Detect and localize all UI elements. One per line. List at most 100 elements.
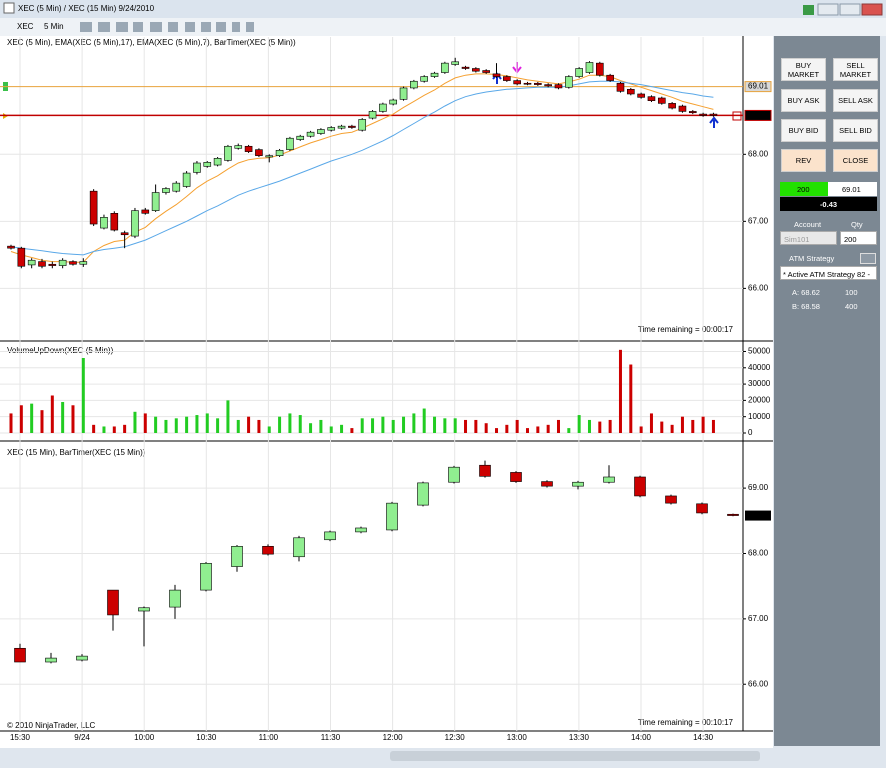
y-tick-label: 69.00 <box>748 483 769 492</box>
candle-body <box>182 172 191 187</box>
volume-bar <box>61 402 65 433</box>
y-tick-label: 66.00 <box>748 679 769 688</box>
candle-body <box>48 263 57 266</box>
price-label: 68.58 <box>748 511 769 520</box>
link-button[interactable] <box>803 5 814 15</box>
atm-selector[interactable]: * Active ATM Strategy 82 - <box>780 266 877 280</box>
reverse-button[interactable]: REV <box>781 149 826 172</box>
instrument-selector[interactable]: XEC <box>17 22 34 31</box>
candle-body <box>709 113 718 116</box>
volume-bar <box>257 419 261 433</box>
sell-bid-button[interactable]: SELL BID <box>833 119 878 142</box>
volume-bar <box>40 410 44 433</box>
volume-bar <box>691 419 695 433</box>
candle-body <box>138 607 150 612</box>
y-tick-label: 68.00 <box>748 549 769 558</box>
volume-bar <box>133 411 137 433</box>
volume-bar <box>608 419 612 433</box>
close-button[interactable]: CLOSE <box>833 149 878 172</box>
candle-body <box>565 76 573 88</box>
candle-body <box>479 464 491 477</box>
candle-body <box>107 589 119 616</box>
volume-bar <box>247 416 251 433</box>
volume-bar <box>422 408 426 433</box>
candle-body <box>386 502 398 531</box>
x-tick-label: 11:30 <box>321 733 341 742</box>
volume-bar <box>660 421 664 433</box>
candle-body <box>441 62 449 73</box>
candle-body <box>224 145 232 161</box>
volume-bar <box>391 419 395 433</box>
candle-body <box>368 111 377 119</box>
account-selector[interactable]: Sim101 <box>780 231 837 245</box>
volume-bar <box>154 416 158 433</box>
candle-body <box>657 97 666 104</box>
buy-ask-button[interactable]: BUY ASK <box>781 89 826 112</box>
candle-body <box>151 192 160 211</box>
volume-bar <box>9 413 13 433</box>
buy-market-button[interactable]: BUY MARKET <box>781 58 826 81</box>
y-tick-label: 67.00 <box>748 216 769 225</box>
candle-body <box>358 119 367 131</box>
atm-label: ATM Strategy <box>789 254 835 263</box>
candle-body <box>665 495 677 504</box>
atm-config-button[interactable] <box>860 253 876 264</box>
grid <box>0 37 743 731</box>
candle-body <box>213 158 222 166</box>
plot-background <box>0 36 773 748</box>
volume-bar <box>484 423 488 433</box>
app-icon <box>3 2 15 14</box>
buy-bid-button[interactable]: BUY BID <box>781 119 826 142</box>
volume-bar <box>443 418 447 433</box>
close-button[interactable] <box>861 3 883 16</box>
candle-body <box>244 145 253 152</box>
candle-body <box>317 129 325 134</box>
candle-body <box>668 103 676 109</box>
y-tick-label: 0 <box>748 428 753 437</box>
candle-body <box>203 162 212 167</box>
candle-body <box>420 76 429 82</box>
y-tick-label: 40000 <box>748 363 771 372</box>
qty-input[interactable]: 200 <box>840 231 877 245</box>
candle-body <box>110 213 119 231</box>
y-tick-label: 66.00 <box>748 283 769 292</box>
maximize-button[interactable] <box>839 3 861 16</box>
candle-body <box>255 149 263 156</box>
volume-bar <box>81 357 85 433</box>
sell-market-button[interactable]: SELL MARKET <box>833 58 878 81</box>
candle-body <box>461 66 470 69</box>
toolbar <box>0 18 886 36</box>
candle-body <box>603 476 615 483</box>
y-tick-label: 50000 <box>748 347 771 356</box>
minimize-button[interactable] <box>817 3 839 16</box>
y-tick-label: 30000 <box>748 379 771 388</box>
ask-price: A: 68.62 <box>792 288 820 297</box>
x-tick-label: 9/24 <box>74 733 90 742</box>
x-tick-label: 14:00 <box>631 733 652 742</box>
x-tick-label: 13:30 <box>569 733 590 742</box>
candle-body <box>348 125 356 128</box>
candle-body <box>523 82 532 85</box>
volume-bar <box>123 424 127 433</box>
price-label-box <box>744 109 772 121</box>
volume-bar <box>567 428 571 433</box>
scrollbar[interactable] <box>390 751 760 761</box>
candle-body <box>79 261 88 265</box>
price-label-box <box>745 510 771 521</box>
panel-label: XEC (5 Min), EMA(XEC (5 Min),17), EMA(XE… <box>7 38 296 47</box>
volume-bar <box>319 419 323 433</box>
interval-selector[interactable]: 5 Min <box>44 22 64 31</box>
ask-size: 100 <box>845 288 858 297</box>
candle-body <box>696 503 708 514</box>
volume-bar <box>505 424 509 433</box>
volume-bar <box>92 424 96 433</box>
x-tick-label: 12:00 <box>383 733 404 742</box>
sell-ask-button[interactable]: SELL ASK <box>833 89 878 112</box>
candle-body <box>76 655 88 661</box>
x-tick-label: 10:00 <box>134 733 155 742</box>
candle-body <box>327 127 336 131</box>
volume-bar <box>587 419 591 433</box>
volume-bar <box>526 428 529 433</box>
